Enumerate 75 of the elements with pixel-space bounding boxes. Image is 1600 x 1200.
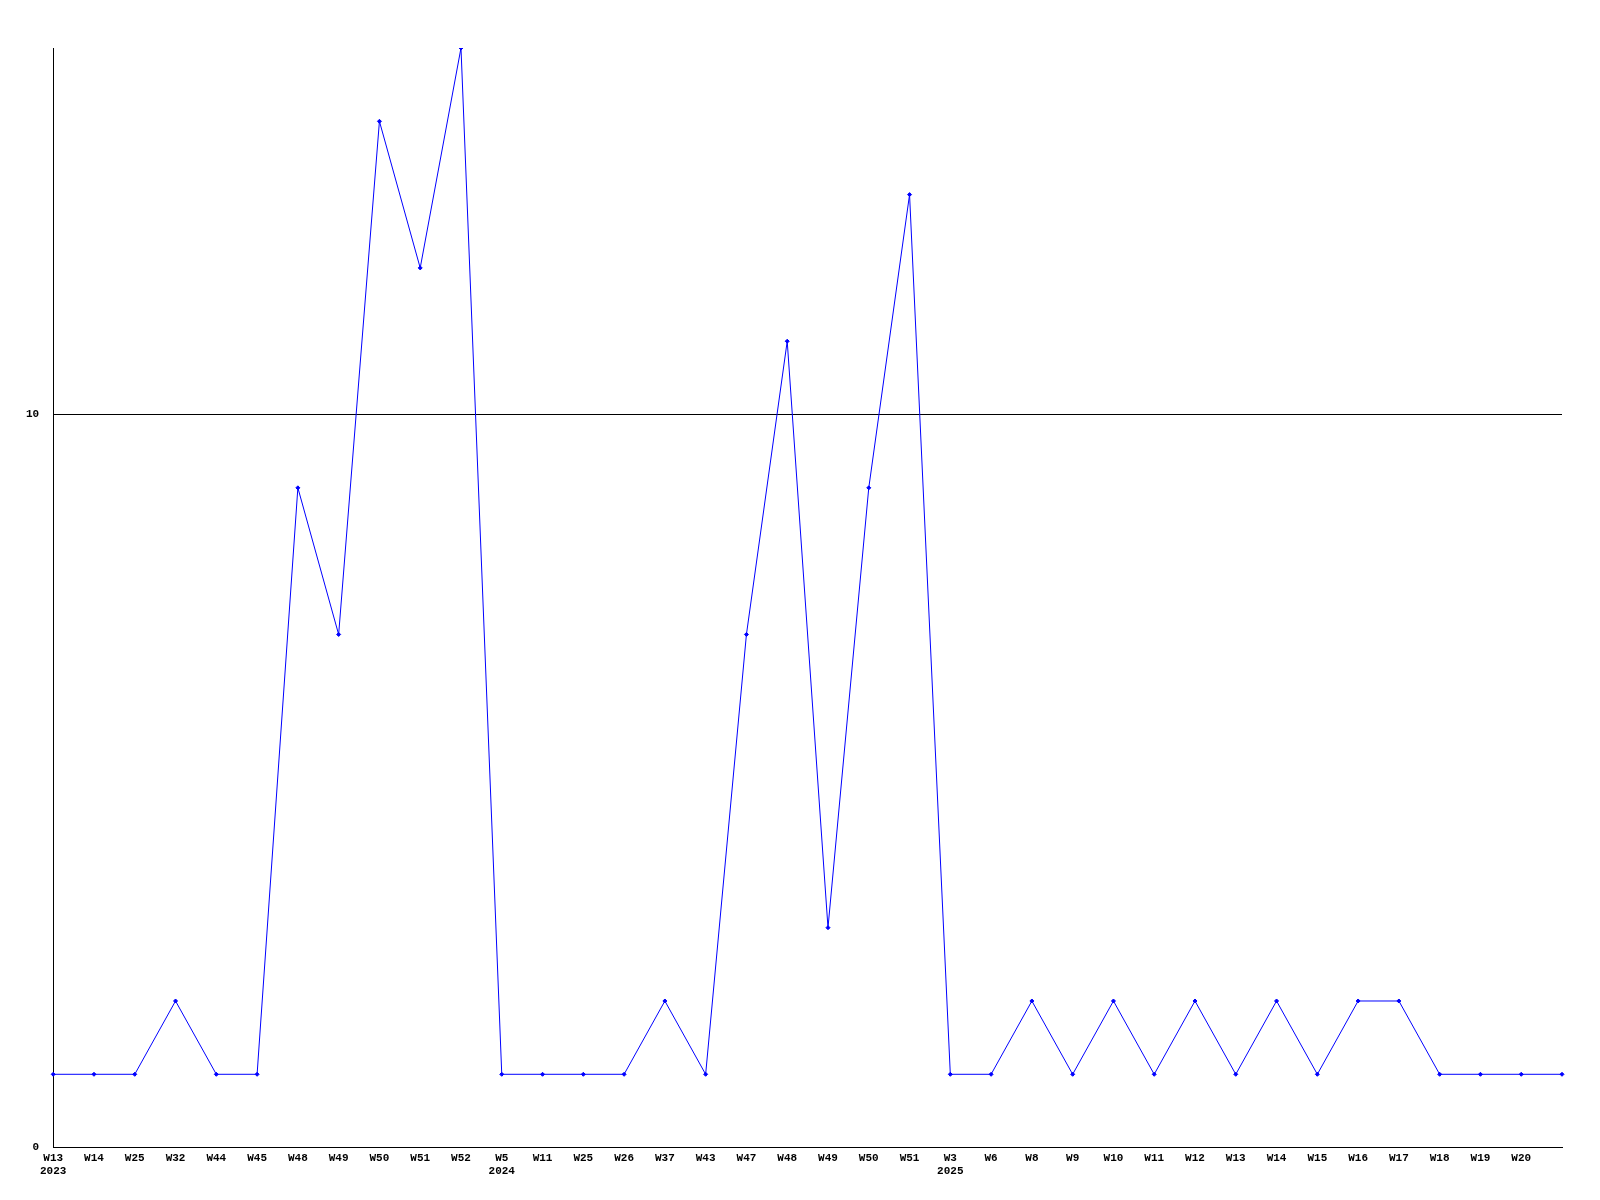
x-tick-label: W12 [1185, 1151, 1205, 1164]
point [1477, 1071, 1483, 1077]
point [621, 1071, 627, 1077]
point [662, 998, 668, 1004]
x-tick-label: W49 [818, 1151, 838, 1164]
point [254, 1071, 260, 1077]
x-tick-label: W48 [287, 1151, 309, 1164]
x-tick-label: W48 [777, 1151, 798, 1164]
x-tick-label: W18 [1429, 1151, 1450, 1164]
point [295, 485, 301, 491]
point [1233, 1071, 1239, 1077]
point [743, 631, 749, 637]
x-tick-label: W13 2023 [40, 1151, 67, 1178]
point [825, 925, 831, 931]
point [1110, 998, 1116, 1004]
x-tick-label: W10 [1103, 1151, 1124, 1164]
x-tick-label: W16 [1348, 1151, 1369, 1164]
point [866, 485, 872, 491]
x-tick-label: W3 2025 [937, 1151, 964, 1178]
point [213, 1071, 219, 1077]
point [947, 1071, 953, 1077]
point [1437, 1071, 1443, 1077]
point [1314, 1071, 1320, 1077]
x-tick-label: W51 [410, 1151, 431, 1164]
point [376, 118, 382, 124]
point [173, 998, 179, 1004]
point [417, 265, 423, 271]
x-tick-label: W49 [328, 1151, 349, 1164]
x-tick-label: W37 [654, 1151, 675, 1164]
point [1070, 1071, 1076, 1077]
point [580, 1071, 586, 1077]
y-tick-label: 0 [32, 1141, 40, 1154]
point [336, 631, 342, 637]
x-tick-label: W19 [1470, 1151, 1491, 1164]
x-tick-label: W44 [206, 1151, 227, 1164]
point [1274, 998, 1280, 1004]
y-tick-label: 10 [26, 408, 40, 421]
x-tick-label: W5 2024 [488, 1151, 516, 1178]
point [499, 1071, 505, 1077]
x-tick-label: W32 [165, 1151, 186, 1164]
x-tick-label: W43 [695, 1151, 716, 1164]
point [703, 1071, 709, 1077]
x-tick-label: W50 [369, 1151, 390, 1164]
x-tick-label: W13 [1225, 1151, 1247, 1164]
x-tick-label: W47 [736, 1151, 757, 1164]
point [50, 1071, 56, 1077]
point [784, 338, 790, 344]
point [1559, 1071, 1565, 1077]
point [132, 1071, 138, 1077]
x-tick-label: W25 [124, 1151, 146, 1164]
x-tick-label: W17 [1388, 1151, 1409, 1164]
x-tick-label: W26 [614, 1151, 634, 1164]
x-tick-label: W15 [1307, 1151, 1328, 1164]
x-tick-label: W50 [858, 1151, 879, 1164]
point [988, 1071, 994, 1077]
x-tick-label: W11 [1144, 1151, 1165, 1164]
point [1518, 1071, 1524, 1077]
point [907, 192, 913, 198]
x-tick-label: W6 [984, 1151, 998, 1164]
point [1151, 1071, 1157, 1077]
x-tick-label: W45 [247, 1151, 268, 1164]
x-tick-label: W11 [532, 1151, 553, 1164]
x-tick-label: W51 [899, 1151, 920, 1164]
point [1396, 998, 1402, 1004]
point [1355, 998, 1361, 1004]
point [540, 1071, 546, 1077]
point [91, 1071, 97, 1077]
x-tick-label: W14 [1266, 1151, 1287, 1164]
x-tick-label: W14 [84, 1151, 105, 1164]
x-tick-label: W8 [1025, 1151, 1039, 1164]
x-tick-label: W9 [1066, 1151, 1080, 1164]
x-tick-label: W52 [451, 1151, 471, 1164]
x-tick-label: W25 [573, 1151, 594, 1164]
x-tick-label: W20 [1511, 1151, 1532, 1164]
point [1029, 998, 1035, 1004]
